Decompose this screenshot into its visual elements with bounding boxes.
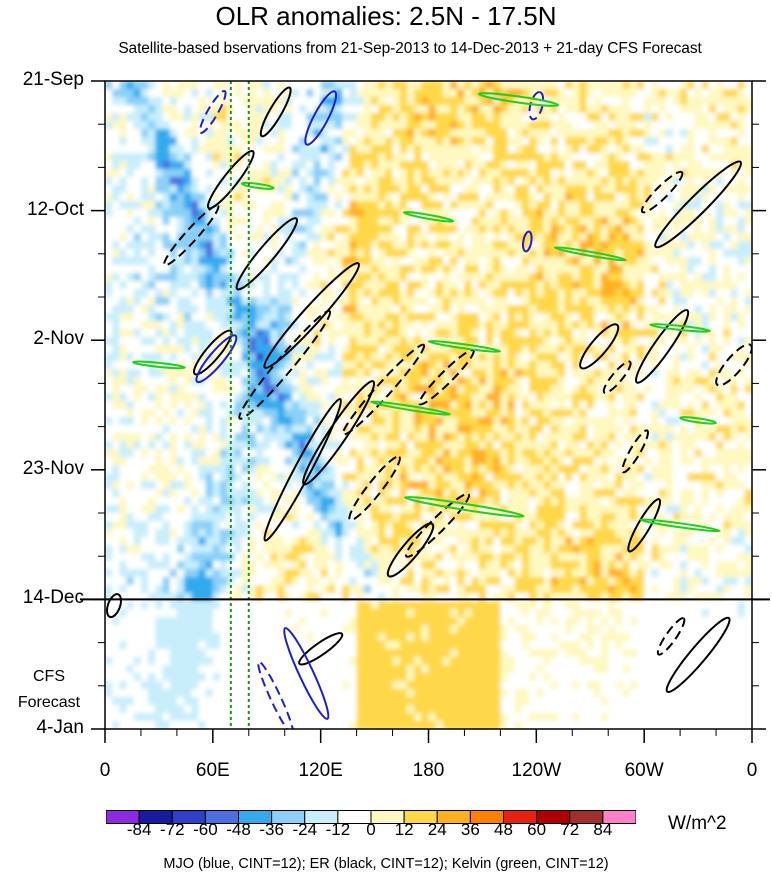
colorbar-level-label: 0 [366,820,376,839]
er-contour [715,343,752,387]
er-contour [263,262,361,369]
colorbar-level-label: -84 [126,820,152,839]
colorbar-level-label: 84 [593,820,613,839]
er-contour [621,429,649,474]
kelvin-contour [477,92,560,107]
er-contour [106,593,122,619]
mjo-contour [283,627,330,720]
er-contour [263,398,342,542]
colorbar-level-label: 36 [460,820,480,839]
forecast-label-line2: Forecast [17,694,81,711]
plot-axes [80,80,770,743]
kelvin-contour [553,246,627,262]
colorbar [106,810,636,824]
contour-overlay [106,81,752,729]
kelvin-contour [402,211,455,223]
chart-subtitle: Satellite-based bservations from 21-Sep-… [118,40,702,57]
y-tick-label: 23-Nov [22,457,84,479]
er-contour [206,150,255,210]
colorbar-level-label: 12 [394,820,414,839]
mjo-contour [199,89,227,134]
contour-caption: MJO (blue, CINT=12); ER (black, CINT=12)… [163,856,609,872]
colorbar-level-label: -60 [193,820,218,839]
er-contour [163,204,220,267]
er-contour [348,455,401,522]
mjo-contour [195,334,238,384]
kelvin-contour [240,181,275,190]
x-tick-label: 120W [511,760,562,781]
kelvin-contour [132,360,186,370]
er-contour [579,323,620,370]
colorbar-level-label: -24 [292,820,318,839]
colorbar-level-label: -36 [259,820,284,839]
er-contour [298,632,344,666]
kelvin-contour [427,340,502,353]
mjo-contour [304,90,338,146]
x-tick-label: 60W [624,760,664,781]
er-contour [627,498,662,553]
kelvin-contour [369,400,452,416]
er-contour [665,616,731,694]
x-tick-label: 60E [195,760,230,781]
y-tick-label: 14-Dec [22,587,84,609]
er-contour [193,329,233,376]
x-tick-label: 120E [298,760,343,781]
colorbar-swatch [602,810,636,824]
x-tick-label: 180 [412,760,445,781]
er-contour [259,86,292,138]
y-tick-label: 12-Oct [26,198,84,220]
anomaly-cells [105,81,752,729]
y-tick-label: 4-Jan [36,717,84,738]
er-contour [602,360,632,394]
kelvin-contour [649,323,711,333]
chart-title: OLR anomalies: 2.5N - 17.5N [215,1,557,31]
colorbar-level-label: -48 [226,820,251,839]
forecast-label-line1: CFS [33,668,65,685]
colorbar-level-label: 24 [427,820,447,839]
er-contour [238,310,332,420]
kelvin-contour [679,416,717,425]
kelvin-contour [404,495,525,518]
y-tick-label: 2-Nov [33,328,84,350]
anomaly-field [105,81,752,729]
er-contour [404,492,471,558]
er-contour [386,522,435,578]
er-contour [235,217,298,291]
y-tick-label: 21-Sep [22,69,84,90]
er-contour [640,170,684,214]
er-contour [654,160,743,249]
colorbar-level-label: 72 [560,820,580,839]
x-tick-label: 0 [99,760,111,781]
colorbar-level-label: 48 [494,820,513,839]
er-contour [656,617,686,656]
colorbar-level-label: -12 [325,820,351,839]
x-tick-label: 0 [746,760,758,781]
colorbar-level-label: -72 [159,820,185,839]
er-contour [635,309,690,384]
colorbar-level-label: 60 [527,820,547,839]
mjo-contour [521,230,533,253]
forecast-label: CFS Forecast [14,664,84,716]
er-contour [342,343,426,436]
colorbar-units: W/m^2 [668,813,727,834]
kelvin-contour [639,518,721,533]
